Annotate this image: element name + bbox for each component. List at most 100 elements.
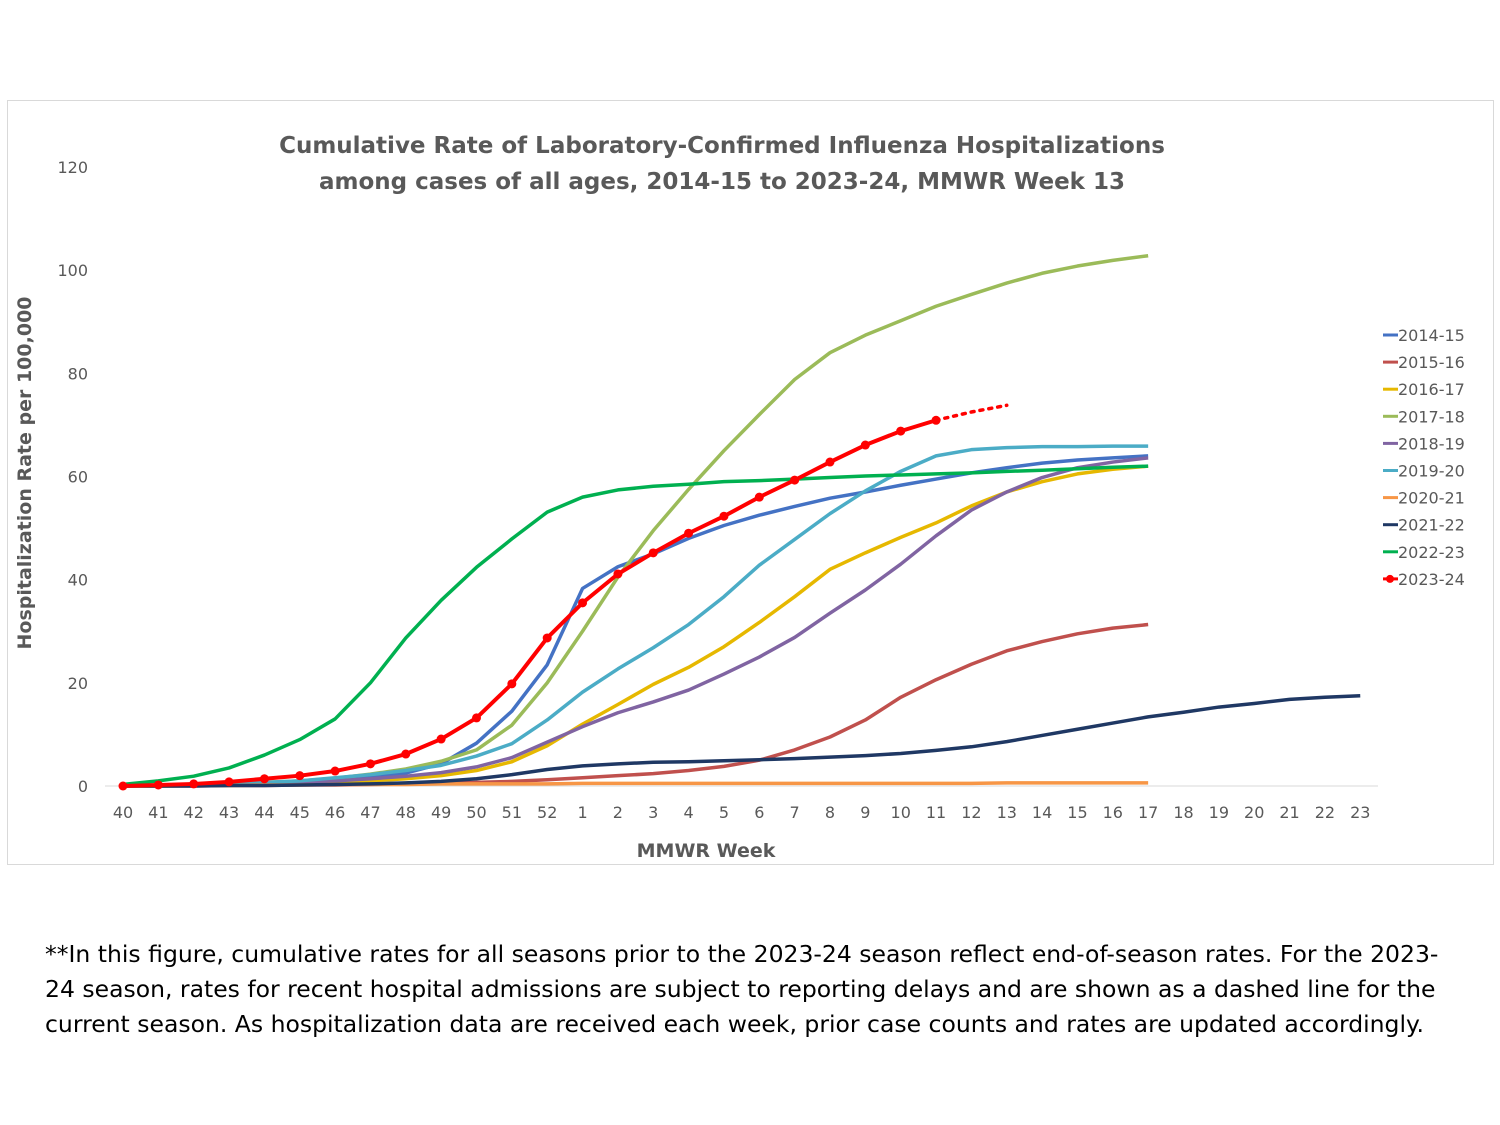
x-tick-label: 21 (1279, 803, 1299, 822)
footnote: **In this figure, cumulative rates for a… (45, 940, 1439, 1038)
data-point (365, 759, 375, 769)
x-tick-label: 14 (1032, 803, 1052, 822)
y-tick-label: 80 (68, 364, 88, 383)
x-tick-label: 51 (502, 803, 522, 822)
series-line-2018-19 (122, 456, 1149, 788)
x-tick-label: 44 (254, 803, 274, 822)
y-tick-label: 60 (68, 468, 88, 487)
legend-item-2014-15: 2014-15 (1383, 326, 1465, 345)
x-tick-label: 41 (148, 803, 168, 822)
series-line-2021-22 (123, 693, 1361, 788)
chart-frame (7, 100, 1494, 865)
legend-label: 2022-23 (1398, 543, 1465, 562)
x-tick-label: 18 (1173, 803, 1193, 822)
data-point (578, 598, 588, 608)
data-point (648, 548, 658, 558)
y-tick-label: 100 (57, 261, 88, 280)
data-point (330, 766, 340, 776)
chart-title-line-2: among cases of all ages, 2014-15 to 2023… (319, 169, 1125, 195)
x-tick-label: 46 (325, 803, 345, 822)
legend-item-2015-16: 2015-16 (1383, 353, 1465, 372)
x-tick-label: 49 (431, 803, 451, 822)
y-tick-label: 0 (78, 777, 88, 796)
x-tick-label: 20 (1244, 803, 1264, 822)
x-tick-label: 2 (613, 803, 623, 822)
x-tick-label: 15 (1067, 803, 1087, 822)
x-tick-label: 4 (684, 803, 694, 822)
data-point (224, 777, 234, 787)
data-point (118, 781, 128, 791)
legend-label: 2017-18 (1398, 407, 1465, 426)
x-tick-label: 22 (1315, 803, 1335, 822)
x-axis-label: MMWR Week (637, 840, 776, 862)
series-line-2014-15 (122, 454, 1149, 788)
series-provisional-line-2023-24 (934, 403, 1009, 423)
legend-item-2017-18: 2017-18 (1383, 407, 1465, 426)
data-point (754, 492, 764, 502)
y-tick-label: 120 (57, 158, 88, 177)
legend-item-2016-17: 2016-17 (1383, 380, 1465, 399)
legend-label: 2016-17 (1398, 380, 1465, 399)
x-tick-label: 11 (926, 803, 946, 822)
x-tick-label: 1 (577, 803, 587, 822)
data-point (153, 780, 163, 790)
data-point (401, 749, 411, 759)
x-tick-label: 7 (790, 803, 800, 822)
legend-item-2023-24: 2023-24 (1383, 570, 1465, 589)
legend-label: 2020-21 (1398, 489, 1465, 508)
data-point (684, 528, 694, 538)
data-point (931, 415, 941, 425)
data-point (790, 475, 800, 485)
legend-item-2021-22: 2021-22 (1383, 516, 1465, 535)
x-tick-label: 52 (537, 803, 557, 822)
legend-item-2018-19: 2018-19 (1383, 434, 1465, 453)
legend-label: 2014-15 (1398, 326, 1465, 345)
data-point (896, 426, 906, 436)
x-tick-label: 19 (1209, 803, 1229, 822)
data-point (472, 713, 481, 723)
x-tick-label: 23 (1350, 803, 1370, 822)
x-tick-label: 9 (860, 803, 870, 822)
x-tick-label: 42 (184, 803, 204, 822)
data-point (719, 511, 729, 521)
x-tick-label: 40 (113, 803, 133, 822)
legend-label: 2021-22 (1398, 516, 1465, 535)
data-point (295, 771, 305, 781)
series-line-2016-17 (123, 464, 1149, 788)
x-tick-label: 45 (290, 803, 310, 822)
x-tick-label: 5 (719, 803, 729, 822)
data-point (542, 633, 552, 643)
y-axis-label: Hospitalization Rate per 100,000 (14, 296, 36, 649)
y-tick-label: 20 (68, 674, 88, 693)
x-tick-label: 47 (360, 803, 380, 822)
series-line-2019-20 (122, 444, 1149, 788)
x-tick-label: 48 (396, 803, 416, 822)
legend-item-2019-20: 2019-20 (1383, 462, 1465, 481)
x-tick-label: 43 (219, 803, 239, 822)
legend-label: 2023-24 (1398, 570, 1465, 589)
x-tick-label: 13 (997, 803, 1017, 822)
data-point (613, 569, 623, 579)
legend-label: 2018-19 (1398, 434, 1465, 453)
series-line-2023-24 (122, 418, 937, 788)
data-point (259, 774, 269, 784)
x-tick-label: 10 (891, 803, 911, 822)
x-tick-label: 50 (466, 803, 486, 822)
legend-label: 2015-16 (1398, 353, 1465, 372)
legend-item-2022-23: 2022-23 (1383, 543, 1465, 562)
y-tick-label: 40 (68, 571, 88, 590)
data-point (825, 457, 835, 467)
x-tick-label: 3 (648, 803, 658, 822)
x-tick-label: 16 (1103, 803, 1123, 822)
data-point (860, 440, 870, 450)
data-point (436, 734, 446, 744)
data-point (507, 679, 517, 689)
legend-marker (1386, 574, 1394, 583)
legend-label: 2019-20 (1398, 462, 1465, 481)
x-tick-label: 17 (1138, 803, 1158, 822)
x-tick-label: 6 (754, 803, 764, 822)
legend-item-2020-21: 2020-21 (1383, 489, 1465, 508)
x-tick-label: 12 (961, 803, 981, 822)
x-tick-label: 8 (825, 803, 835, 822)
